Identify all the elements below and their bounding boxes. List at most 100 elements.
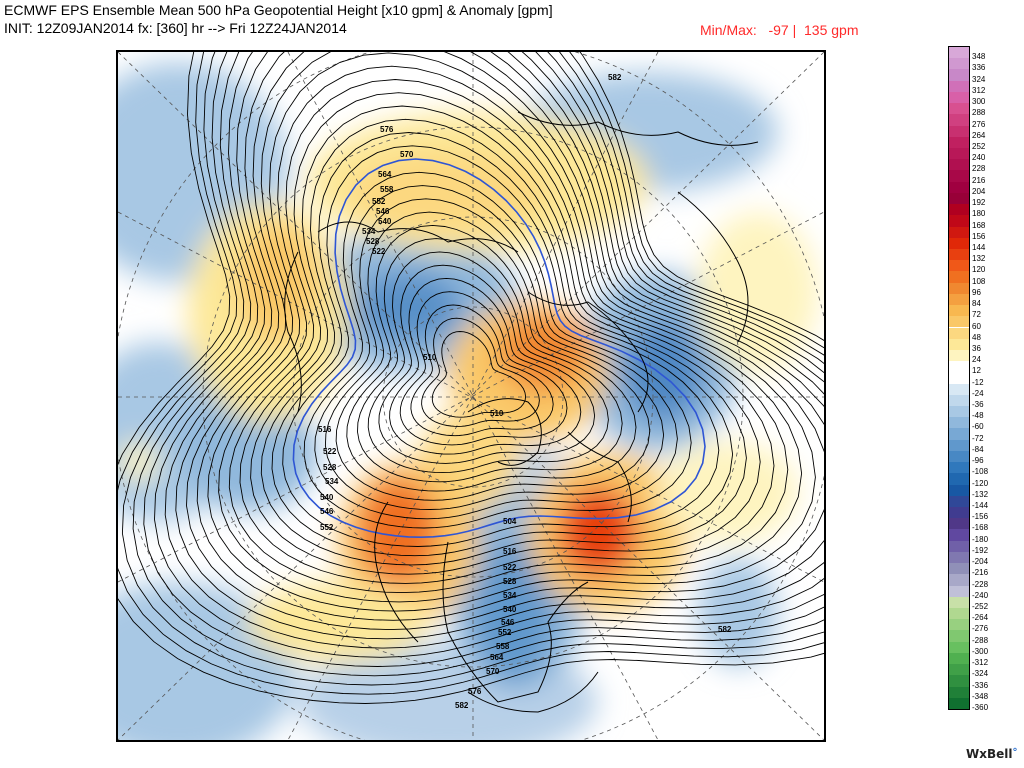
- height-contour-line: [228, 79, 789, 594]
- height-contour-line: [196, 52, 824, 621]
- colorbar-label: 240: [972, 153, 986, 163]
- colorbar-swatch: [949, 417, 969, 429]
- height-contour-line: [118, 52, 824, 704]
- colorbar-label: 324: [972, 74, 986, 84]
- height-contour-line: [207, 52, 816, 612]
- colorbar-label: 48: [972, 332, 981, 342]
- contour-label: 546: [320, 507, 334, 516]
- colorbar-label: 24: [972, 355, 981, 365]
- colorbar-swatch: [949, 260, 969, 272]
- contour-label: 552: [320, 523, 334, 532]
- contour-label: 582: [608, 73, 622, 82]
- height-contour-line: [132, 52, 824, 677]
- colorbar-swatch: [949, 248, 969, 261]
- colorbar-label: -156: [972, 512, 989, 522]
- height-contour-line: [367, 251, 609, 474]
- colorbar-label: 84: [972, 299, 981, 309]
- colorbar-swatch: [949, 69, 969, 81]
- height-contour-line: [118, 52, 824, 695]
- colorbar-label: 12: [972, 366, 981, 376]
- colorbar-label: -24: [972, 388, 984, 398]
- colorbar-swatch: [949, 641, 969, 653]
- colorbar-swatch: [949, 495, 969, 508]
- colorbar-swatch: [949, 563, 969, 575]
- colorbar-swatch: [949, 316, 969, 328]
- contour-label: 564: [490, 653, 504, 662]
- colorbar-swatch: [949, 450, 969, 463]
- colorbar-swatch: [949, 91, 969, 104]
- colorbar-label: -360: [972, 702, 989, 712]
- colorbar-label: 216: [972, 175, 986, 185]
- colorbar-label: -84: [972, 444, 984, 454]
- colorbar-swatch: [949, 574, 969, 586]
- colorbar-swatch: [949, 439, 969, 451]
- height-contour-line: [239, 92, 775, 584]
- colorbar-swatch: [949, 518, 969, 530]
- colorbar-label: 348: [972, 52, 986, 62]
- colorbar-swatch: [949, 630, 969, 642]
- colorbar-swatch: [949, 271, 969, 283]
- colorbar-swatch: [949, 608, 969, 620]
- colorbar-swatch: [949, 147, 969, 160]
- colorbar-label: 228: [972, 164, 986, 174]
- contour-label: 504: [503, 517, 517, 526]
- height-contour-line: [186, 52, 824, 631]
- colorbar-label: 132: [972, 254, 986, 264]
- contour-label: 558: [496, 642, 510, 651]
- colorbar-swatch: [949, 686, 969, 698]
- colorbar-label: -48: [972, 411, 984, 421]
- colorbar-label: -96: [972, 456, 984, 466]
- height-contour-line: [421, 317, 540, 427]
- colorbar-swatch: [949, 215, 969, 227]
- colorbar-swatch: [949, 125, 969, 137]
- colorbar-label: 96: [972, 287, 981, 297]
- colorbar-label: 192: [972, 198, 986, 208]
- colorbar-swatch: [949, 47, 969, 59]
- colorbar-label: -336: [972, 680, 989, 690]
- colorbar-label: -60: [972, 422, 984, 432]
- colorbar-label: -300: [972, 646, 989, 656]
- contour-label: 510: [423, 353, 437, 362]
- colorbar-swatch: [949, 136, 969, 148]
- colorbar-label: 180: [972, 209, 986, 219]
- height-contour-line: [399, 291, 568, 446]
- height-contour-line: [335, 211, 651, 501]
- colorbar-swatch: [949, 697, 969, 709]
- colorbar-swatch: [949, 237, 969, 249]
- colorbar-swatch: [949, 361, 969, 373]
- height-contour-line: [410, 304, 554, 437]
- colorbar-swatch: [949, 529, 969, 541]
- colorbar-label: -36: [972, 400, 984, 410]
- contour-label: 522: [323, 447, 337, 456]
- colorbar-swatch: [949, 103, 969, 115]
- colorbar-label: 252: [972, 141, 986, 151]
- colorbar-swatch: [949, 170, 969, 182]
- contour-label: 516: [503, 547, 517, 556]
- contour-label: 570: [400, 150, 414, 159]
- colorbar-label: -348: [972, 691, 989, 701]
- height-contour-line: [346, 224, 637, 492]
- colorbar-label: 144: [972, 242, 986, 252]
- chart-title: ECMWF EPS Ensemble Mean 500 hPa Geopoten…: [4, 2, 553, 18]
- contour-label: 510: [490, 409, 504, 418]
- colorbar-label: 300: [972, 97, 986, 107]
- height-contour-line: [218, 65, 803, 603]
- colorbar-swatch: [949, 226, 969, 238]
- colorbar-label: -72: [972, 433, 984, 443]
- colorbar-swatch: [949, 181, 969, 193]
- contour-label: 522: [372, 247, 386, 256]
- contour-label: 516: [318, 425, 332, 434]
- colorbar-swatch: [949, 675, 969, 687]
- colorbar-label: 312: [972, 85, 986, 95]
- contour-label: 558: [380, 185, 394, 194]
- height-contour-line: [314, 185, 678, 520]
- colorbar-swatch: [949, 462, 969, 474]
- colorbar-label: -12: [972, 377, 984, 387]
- minmax-readout: Min/Max: -97 | 135 gpm: [700, 22, 859, 38]
- colorbar-label: -180: [972, 534, 989, 544]
- colorbar-frame: [948, 46, 970, 710]
- contour-label: 546: [501, 618, 515, 627]
- colorbar-swatch: [949, 428, 969, 440]
- colorbar-swatch: [949, 585, 969, 597]
- contour-label: 546: [376, 207, 390, 216]
